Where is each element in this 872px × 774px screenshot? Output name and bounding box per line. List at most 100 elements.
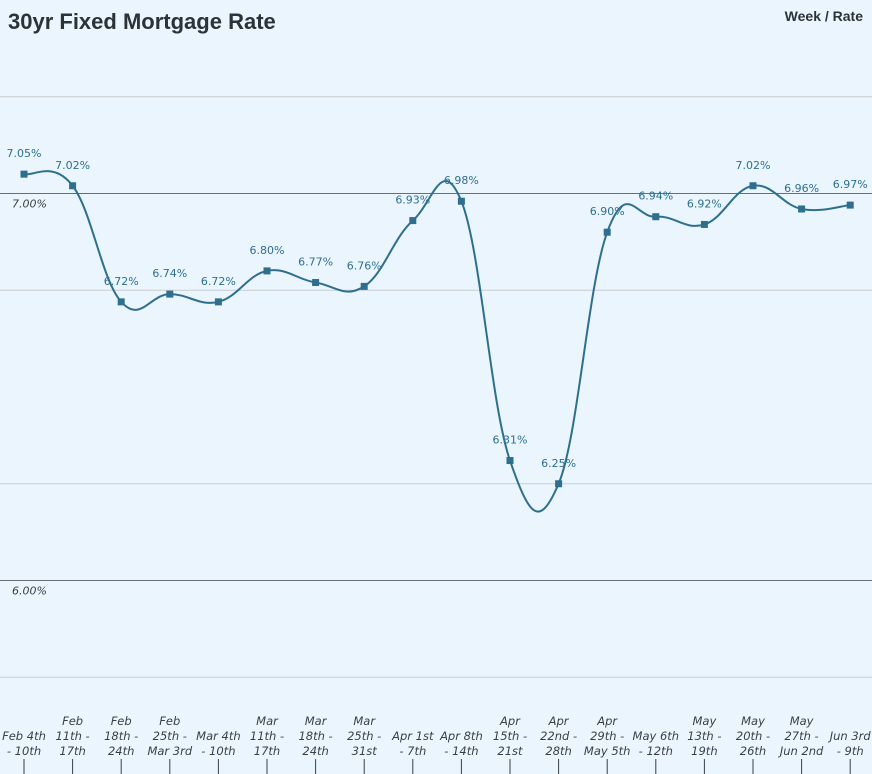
- x-tick-label: Mar 4th - 10th: [196, 729, 240, 758]
- x-tick-label-line: Apr 8th: [439, 729, 483, 743]
- y-tick-layer: 7.00% 6.00%: [12, 198, 47, 598]
- x-tick-label-line: 25th -: [347, 729, 381, 743]
- x-tick-label: Apr 1st - 7th: [391, 729, 434, 758]
- data-label: 6.25%: [541, 457, 576, 470]
- grid-layer: [0, 96, 872, 678]
- data-label: 6.92%: [687, 197, 722, 210]
- data-point: [506, 457, 514, 465]
- y-tick-label: 7.00%: [12, 198, 47, 211]
- x-tick-label-line: 19th: [691, 744, 717, 758]
- x-tick-label-line: - 14th: [444, 744, 478, 758]
- data-point: [603, 228, 611, 236]
- data-label: 6.97%: [833, 178, 868, 191]
- x-tick-label-line: 18th -: [298, 729, 332, 743]
- x-tick-label-line: Mar: [353, 714, 376, 728]
- x-tick-label: May 13th -19th: [687, 714, 721, 758]
- data-point: [652, 213, 660, 221]
- x-tick-label-line: Apr: [596, 714, 618, 728]
- x-tick-label-line: Feb: [159, 714, 180, 728]
- x-tick-label-line: - 10th: [7, 744, 41, 758]
- x-tick-label-line: - 10th: [201, 744, 235, 758]
- x-tick-label: Mar 25th -31st: [347, 714, 381, 758]
- x-tick-label-line: 26th: [740, 744, 766, 758]
- data-label: 7.02%: [55, 159, 90, 172]
- x-tick-label-line: 11th -: [55, 729, 89, 743]
- x-tick-label-line: Feb 4th: [2, 729, 46, 743]
- x-tick-label: May 27th -Jun 2nd: [778, 714, 824, 758]
- x-tick-label-line: May 6th: [633, 729, 680, 743]
- x-tick-label: Mar 11th -17th: [250, 714, 284, 758]
- data-label: 6.74%: [152, 267, 187, 280]
- x-tick-label: Feb 18th -24th: [104, 714, 138, 758]
- x-tick-label-line: 24th: [302, 744, 328, 758]
- data-label: 6.72%: [104, 275, 139, 288]
- x-tick-label-line: 17th: [59, 744, 85, 758]
- x-tick-label-line: 27th -: [784, 729, 818, 743]
- x-tick-label: May 6th - 12th: [633, 729, 680, 758]
- x-tick-label-line: 11th -: [250, 729, 284, 743]
- data-point: [798, 205, 806, 213]
- data-label: 6.80%: [250, 244, 285, 257]
- x-tick-label-line: May 5th: [584, 744, 631, 758]
- x-tick-label-line: May: [741, 714, 765, 728]
- x-tick-label-line: Mar 3rd: [147, 744, 192, 758]
- data-label: 6.31%: [493, 434, 528, 447]
- data-point: [117, 298, 125, 306]
- x-tick-label-line: Mar: [305, 714, 328, 728]
- x-tick-label-line: - 12th: [639, 744, 673, 758]
- data-point: [555, 480, 563, 488]
- x-tick-label-line: 21st: [497, 744, 523, 758]
- data-label: 6.96%: [784, 182, 819, 195]
- x-tick-label-line: 15th -: [493, 729, 527, 743]
- x-tick-label-line: Feb: [111, 714, 132, 728]
- data-label: 6.94%: [638, 190, 673, 203]
- data-label: 7.05%: [7, 147, 42, 160]
- data-point: [214, 298, 222, 306]
- x-tick-label-line: Apr: [499, 714, 521, 728]
- data-label-layer: 7.05% 7.02% 6.72% 6.74% 6.72% 6.80% 6.77% 6.76%…: [7, 147, 868, 470]
- x-tick-label-line: Mar 4th: [196, 729, 240, 743]
- data-point: [360, 282, 368, 290]
- x-tick-label-line: 17th: [254, 744, 280, 758]
- data-label: 6.76%: [347, 259, 382, 272]
- data-label: 6.90%: [590, 205, 625, 218]
- data-point: [263, 267, 271, 275]
- x-tick-label-line: 31st: [352, 744, 378, 758]
- x-tick-label-line: Jun 3rd: [828, 729, 872, 743]
- data-label: 6.93%: [395, 194, 430, 207]
- y-tick-label: 6.00%: [12, 585, 47, 598]
- x-tick-label-line: 29th -: [590, 729, 624, 743]
- x-tick-label-line: - 7th: [399, 744, 426, 758]
- x-tick-label: Apr 15th -21st: [493, 714, 527, 758]
- data-label: 7.02%: [736, 159, 771, 172]
- x-tick-label: Mar 18th -24th: [298, 714, 332, 758]
- series-line: [23, 170, 851, 513]
- x-tick-label: Jun 3rd - 9th: [828, 729, 872, 758]
- x-tick-label-line: Apr: [548, 714, 570, 728]
- data-point: [312, 279, 320, 287]
- x-tick-label-line: Jun 2nd: [778, 744, 824, 758]
- data-point: [700, 220, 708, 228]
- data-point: [166, 290, 174, 298]
- x-tick-label: May 20th -26th: [736, 714, 770, 758]
- x-tick-label-line: May: [693, 714, 717, 728]
- x-tick-label: Apr 29th -May 5th: [584, 714, 631, 758]
- x-tick-label-line: - 9th: [837, 744, 864, 758]
- x-tick-label: Feb 11th -17th: [55, 714, 89, 758]
- x-tick-label-line: 20th -: [736, 729, 770, 743]
- x-tick-label-line: Mar: [256, 714, 279, 728]
- x-tick-label-line: Apr 1st: [391, 729, 434, 743]
- x-tick-label-line: 28th: [545, 744, 571, 758]
- data-point: [20, 170, 28, 178]
- x-tick-label: Feb 4th - 10th: [2, 729, 46, 758]
- x-tick-label-line: 18th -: [104, 729, 138, 743]
- x-tick-label-line: 22nd -: [540, 729, 577, 743]
- series-layer: [20, 170, 854, 513]
- data-label: 6.72%: [201, 275, 236, 288]
- data-point: [749, 182, 757, 190]
- x-tick-label-line: 25th -: [153, 729, 187, 743]
- x-tick-label: Feb 25th -Mar 3rd: [147, 714, 192, 758]
